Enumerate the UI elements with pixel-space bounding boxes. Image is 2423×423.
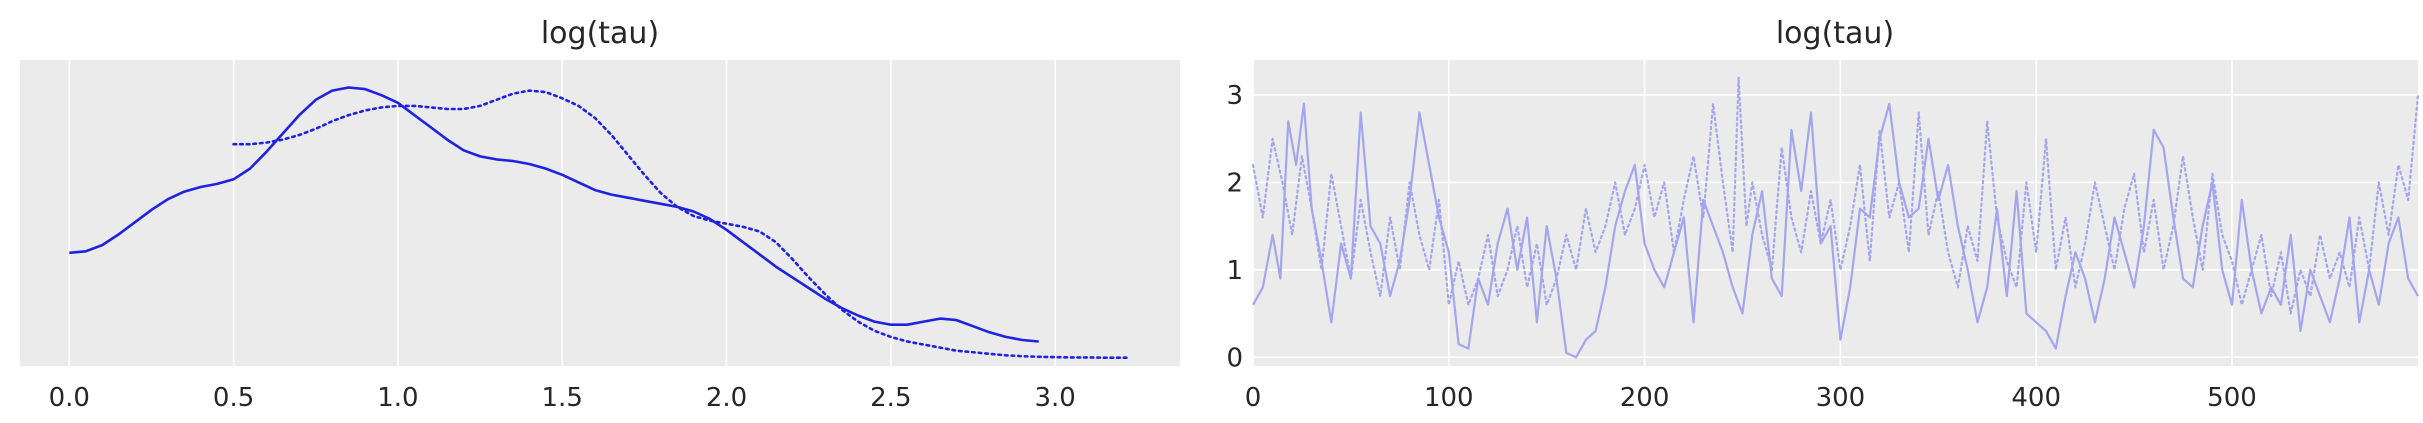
kde-grid [68,60,1056,366]
kde-x-tick-labels: 0.0 0.5 1.0 1.5 2.0 2.5 3.0 [49,383,1076,413]
trace-series [1251,76,2420,359]
kde-panel: log(tau) 0.0 0.5 1.0 1.5 2.0 2.5 3.0 [20,16,1180,413]
x-tick-label: 500 [2207,383,2257,413]
solid-series-line [1252,102,2419,359]
trace-grid [1252,60,2418,366]
y-tick-label: 3 [1226,81,1243,111]
y-tick-label: 0 [1226,343,1243,373]
trace-panel: log(tau) 0 100 200 300 400 500 0 1 2 3 [1226,16,2420,413]
kde-title: log(tau) [541,16,659,51]
solid-series-line [69,86,1039,343]
x-tick-label: 2.0 [706,383,747,413]
trace-title: log(tau) [1776,16,1894,51]
trace-x-tick-labels: 0 100 200 300 400 500 [1245,383,2257,413]
x-tick-label: 0 [1245,383,1262,413]
x-tick-label: 2.5 [870,383,911,413]
kde-plot-area [20,60,1180,366]
y-tick-label: 1 [1226,256,1243,286]
x-tick-label: 1.0 [377,383,418,413]
x-tick-label: 1.5 [542,383,583,413]
y-tick-label: 2 [1226,168,1243,198]
dotted-series-line [1251,76,2420,315]
dotted-series-line [232,89,1129,360]
trace-y-tick-labels: 0 1 2 3 [1226,81,1243,373]
x-tick-label: 400 [2011,383,2061,413]
x-tick-label: 100 [1424,383,1474,413]
x-tick-label: 0.0 [49,383,90,413]
x-tick-label: 3.0 [1034,383,1075,413]
trace-plot-area [1253,60,2418,366]
x-tick-label: 0.5 [213,383,254,413]
x-tick-label: 200 [1620,383,1670,413]
x-tick-label: 300 [1816,383,1866,413]
kde-series [69,86,1129,360]
